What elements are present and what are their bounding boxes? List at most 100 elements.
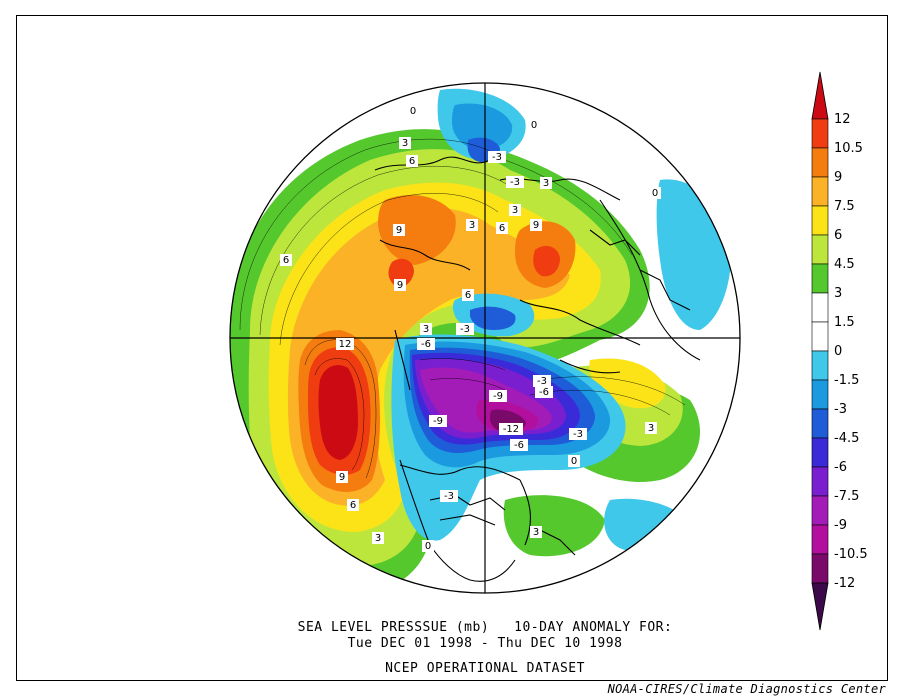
contour-label-negative: -12: [499, 423, 523, 435]
contour-label-negative: -3: [456, 323, 474, 335]
colorbar-tick-label: -1.5: [834, 373, 859, 388]
svg-text:0: 0: [425, 541, 431, 552]
svg-text:3: 3: [533, 527, 539, 538]
svg-text:0: 0: [571, 456, 577, 467]
svg-text:-3: -3: [492, 152, 502, 163]
contour-label-zero: 0: [649, 187, 661, 199]
svg-text:0: 0: [410, 106, 416, 117]
contour-label-positive: 6: [280, 254, 292, 266]
colorbar-tick-label: -10.5: [834, 547, 868, 562]
svg-text:3: 3: [512, 205, 518, 216]
contour-label-negative: -3: [488, 151, 506, 163]
contour-label-positive: 3: [372, 532, 384, 544]
svg-text:6: 6: [283, 255, 289, 266]
svg-text:3: 3: [648, 423, 654, 434]
contour-label-positive: 6: [462, 289, 474, 301]
svg-text:3: 3: [402, 138, 408, 149]
contour-label-positive: 6: [347, 499, 359, 511]
contour-label-zero: 0: [422, 540, 434, 552]
colorbar-tick-label: -12: [834, 576, 855, 591]
svg-text:9: 9: [397, 280, 403, 291]
contour-label-positive: 9: [530, 219, 542, 231]
map-boundary: [229, 82, 741, 594]
svg-text:6: 6: [499, 223, 505, 234]
colorbar-tick-label: 0: [834, 344, 842, 359]
colorbar-swatch: [811, 466, 829, 497]
svg-text:-6: -6: [539, 387, 549, 398]
svg-text:-9: -9: [433, 416, 443, 427]
svg-text:-3: -3: [537, 376, 547, 387]
contour-label-positive: 3: [466, 219, 478, 231]
contour-label-negative: -3: [506, 176, 524, 188]
colorbar-swatch: [811, 321, 829, 352]
colorbar-tick-label: -9: [834, 518, 847, 533]
title-line-3: NCEP OPERATIONAL DATASET: [385, 661, 585, 676]
contour-label-positive: 9: [393, 224, 405, 236]
svg-text:3: 3: [543, 178, 549, 189]
contour-label-negative: -3: [569, 428, 587, 440]
svg-text:9: 9: [533, 220, 539, 231]
svg-text:-3: -3: [444, 491, 454, 502]
plot-frame: [16, 15, 888, 681]
colorbar-tick-label: -7.5: [834, 489, 859, 504]
colorbar-tick-label: 10.5: [834, 141, 863, 156]
contour-label-positive: 3: [645, 422, 657, 434]
contour-label-positive: 9: [336, 471, 348, 483]
colorbar-swatch: [811, 205, 829, 236]
svg-text:6: 6: [465, 290, 471, 301]
contour-label-positive: 3: [509, 204, 521, 216]
colorbar-swatch: [811, 118, 829, 149]
colorbar-top-arrow: [811, 71, 829, 120]
svg-text:-3: -3: [460, 324, 470, 335]
colorbar-swatch: [811, 263, 829, 294]
contour-label-negative: -9: [489, 390, 507, 402]
contour-label-positive: 12: [336, 338, 354, 350]
svg-text:3: 3: [375, 533, 381, 544]
colorbar-swatch: [811, 379, 829, 410]
svg-text:12: 12: [339, 339, 352, 350]
svg-text:3: 3: [423, 324, 429, 335]
colorbar-swatch: [811, 350, 829, 381]
svg-text:0: 0: [652, 188, 658, 199]
contour-label-negative: -6: [510, 439, 528, 451]
contour-label-zero: 0: [407, 105, 419, 117]
contour-label-positive: 3: [420, 323, 432, 335]
svg-text:-3: -3: [573, 429, 583, 440]
colorbar-tick-label: 7.5: [834, 199, 855, 214]
svg-text:-6: -6: [514, 440, 524, 451]
colorbar-tick-label: -4.5: [834, 431, 859, 446]
colorbar-tick-label: 1.5: [834, 315, 855, 330]
colorbar-swatch: [811, 292, 829, 323]
colorbar-tick-label: 6: [834, 228, 842, 243]
coastlines: [374, 156, 701, 582]
contour-label-zero: 0: [528, 119, 540, 131]
contour-label-negative: -6: [417, 338, 435, 350]
svg-text:9: 9: [396, 225, 402, 236]
colorbar-tick-label: 12: [834, 112, 851, 127]
contour-labels: 1296396396363936333-3-3-6-9-9-12-6-6-3-3…: [280, 105, 661, 552]
contour-label-zero: 0: [568, 455, 580, 467]
svg-text:3: 3: [469, 220, 475, 231]
colorbar-swatch: [811, 408, 829, 439]
colorbar-swatch: [811, 147, 829, 178]
contour-label-negative: -9: [429, 415, 447, 427]
contour-label-negative: -3: [440, 490, 458, 502]
svg-text:-9: -9: [493, 391, 503, 402]
contour-label-negative: -3: [533, 375, 551, 387]
colorbar-tick-label: -3: [834, 402, 847, 417]
contour-label-positive: 6: [406, 155, 418, 167]
credit-text: NOAA-CIRES/Climate Diagnostics Center: [607, 682, 886, 696]
colorbar-swatch: [811, 495, 829, 526]
colorbar-swatch: [811, 437, 829, 468]
contour-label-positive: 3: [530, 526, 542, 538]
colorbar-tick-label: -6: [834, 460, 847, 475]
svg-text:-6: -6: [421, 339, 431, 350]
colorbar-swatch: [811, 524, 829, 555]
contour-label-negative: -6: [535, 386, 553, 398]
contour-label-positive: 3: [399, 137, 411, 149]
title-line-2: Tue DEC 01 1998 - Thu DEC 10 1998: [347, 636, 623, 651]
contour-label-positive: 3: [540, 177, 552, 189]
title-line-1: SEA LEVEL PRESSSUE (mb) 10-DAY ANOMALY F…: [297, 620, 673, 635]
